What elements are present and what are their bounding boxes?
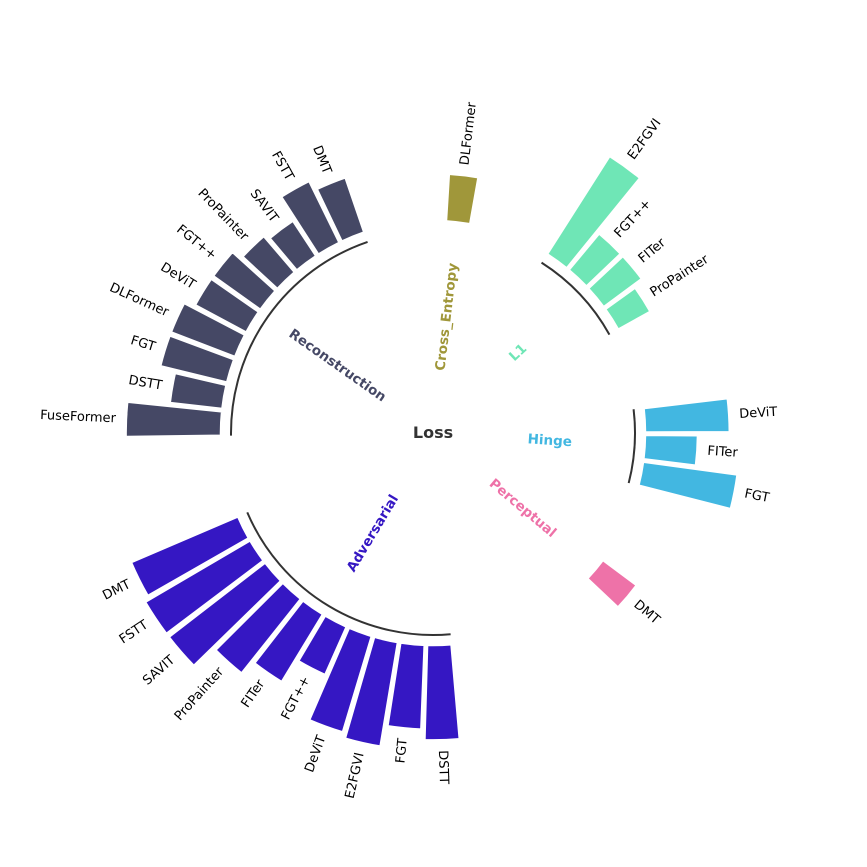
bar-label-adversarial-e2fgvi: E2FGVI (343, 751, 368, 800)
bracket-adversarial (246, 512, 451, 636)
bar-reconstruction-fgt (158, 333, 236, 385)
bar-l1-fgt (566, 231, 623, 289)
bar-adversarial-fstt (143, 538, 266, 636)
bar-reconstruction-fstt (279, 179, 342, 257)
group-brackets (230, 240, 636, 636)
bar-adversarial-e2fgvi (343, 635, 400, 749)
bar-label-hinge-fiter: FITer (707, 444, 739, 461)
bar-label-perceptual-dmt: DMT (631, 597, 663, 627)
bar-label-reconstruction-fuseformer: FuseFormer (40, 408, 117, 426)
bar-label-l1-e2fgvi: E2FGVI (625, 116, 665, 163)
bar-label-l1-fiter: FITer (636, 235, 669, 266)
bar-cross-entropy-dlformer (444, 172, 480, 226)
bar-label-cross-entropy-dlformer: DLFormer (457, 101, 479, 166)
bar-label-adversarial-dmt: DMT (100, 577, 133, 603)
bar-label-hinge-fgt: FGT (743, 486, 770, 506)
bar-label-reconstruction-fgt: FGT (129, 333, 157, 355)
bar-label-reconstruction-devit: DeViT (158, 260, 198, 293)
bar-perceptual-dmt (585, 558, 639, 610)
bar-label-reconstruction-dlformer: DLFormer (107, 280, 172, 320)
bar-label-reconstruction-dstt: DSTT (127, 373, 163, 394)
bar-reconstruction-dlformer (169, 301, 247, 359)
bar-adversarial-dstt (423, 642, 462, 742)
bar-label-reconstruction-savit: SAVIT (247, 187, 281, 226)
bar-label-adversarial-fiter: FITer (239, 677, 269, 711)
bar-reconstruction-savit (267, 218, 319, 273)
center-title: Loss (413, 423, 453, 442)
bar-label-hinge-devit: DeViT (739, 405, 778, 422)
bar-adversarial-dmt (129, 514, 251, 598)
bar-l1-fiter (586, 254, 644, 309)
bracket-hinge (627, 409, 636, 484)
bar-hinge-fgt (636, 460, 739, 511)
group-label-hinge: Hinge (527, 431, 572, 450)
bar-label-adversarial-savit: SAVIT (140, 653, 178, 689)
bar-adversarial-fgt (296, 613, 349, 677)
bar-reconstruction-dstt (168, 371, 229, 411)
bar-label-reconstruction-fgt: FGT++ (173, 222, 219, 263)
bar-reconstruction-dmt (314, 175, 366, 244)
bar-adversarial-savit (166, 560, 283, 668)
bar-adversarial-fgt (385, 641, 426, 731)
group-label-cross-entropy: Cross_Entropy (432, 262, 461, 372)
bar-reconstruction-fgt (211, 250, 278, 312)
bar-label-reconstruction-propainter: ProPainter (195, 186, 252, 244)
bars-layer (124, 154, 739, 749)
group-label-reconstruction: Reconstruction (286, 326, 389, 405)
group-label-adversarial: Adversarial (344, 492, 402, 575)
bar-label-reconstruction-fstt: FSTT (268, 149, 296, 184)
bar-reconstruction-fuseformer (124, 400, 224, 439)
bar-label-l1-propainter: ProPainter (648, 252, 712, 300)
bar-l1-propainter (603, 285, 653, 332)
bar-reconstruction-devit (193, 276, 261, 335)
bar-label-adversarial-fgt: FGT (393, 738, 410, 764)
bar-adversarial-fiter (252, 598, 325, 684)
bar-label-reconstruction-dmt: DMT (309, 144, 334, 177)
bar-hinge-devit (642, 396, 732, 434)
group-label-l1: L1 (506, 341, 530, 365)
bar-adversarial-devit (307, 625, 374, 734)
bar-adversarial-propainter (213, 580, 303, 676)
group-label-perceptual: Perceptual (486, 476, 559, 541)
bar-label-adversarial-fstt: FSTT (117, 618, 151, 648)
bracket-l1 (540, 261, 611, 336)
bar-label-adversarial-dstt: DSTT (435, 750, 451, 784)
bar-label-adversarial-fgt: FGT++ (279, 674, 314, 722)
bar-label-adversarial-propainter: ProPainter (172, 664, 228, 724)
bar-l1-e2fgvi (545, 154, 642, 271)
group-labels: Adversarial Reconstruction Cross_Entropy L1… (286, 262, 573, 575)
bar-label-adversarial-devit: DeViT (302, 734, 329, 775)
bar-reconstruction-propainter (240, 234, 297, 291)
bar-hinge-fiter (641, 433, 700, 468)
bracket-reconstruction (230, 240, 368, 436)
